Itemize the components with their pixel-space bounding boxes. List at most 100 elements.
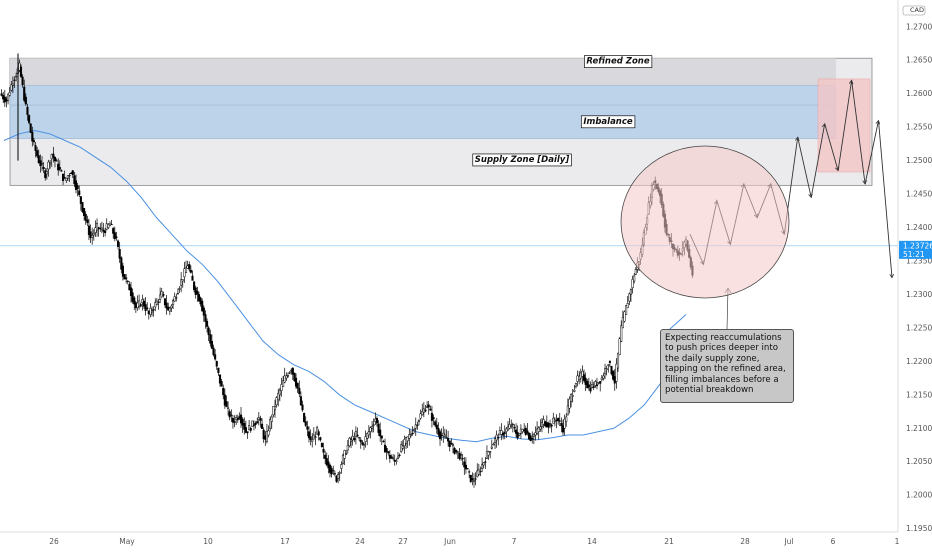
candle-body [354, 431, 357, 437]
candle-body [62, 173, 65, 181]
projection-arrowhead [821, 122, 827, 128]
candle-body [492, 443, 495, 446]
last-price-tag [899, 240, 932, 259]
candle-body [450, 443, 453, 445]
candle-body [616, 352, 620, 369]
currency-badge [902, 5, 926, 16]
annotation-box: Expecting reaccumulations to push prices… [660, 329, 794, 403]
candle-body [466, 468, 469, 470]
zone-label-box [580, 115, 636, 129]
zone-label: Refined Zone [586, 57, 649, 67]
candle-body [275, 397, 278, 406]
candle-body [52, 153, 55, 158]
reaccumulation-circle [620, 145, 790, 299]
candle-body [385, 448, 388, 453]
candle-body [571, 395, 574, 397]
candle-body [468, 471, 471, 473]
candle-body [458, 453, 461, 459]
candle-body [291, 367, 294, 375]
y-tick-label: 1.25500 [906, 123, 932, 132]
candle-body [604, 368, 607, 375]
candle-body [482, 462, 485, 466]
candle-body [563, 418, 566, 429]
y-tick-label: 1.26500 [906, 56, 932, 65]
candle-body [47, 161, 50, 170]
candle-body [45, 171, 48, 175]
candle-body [110, 223, 113, 226]
candle-body [398, 454, 401, 456]
y-axis-panel [898, 0, 932, 550]
candle-body [89, 231, 92, 238]
projection-arrowhead [889, 273, 894, 279]
candle-body [246, 431, 249, 434]
candle-body [163, 298, 167, 306]
candle-body [417, 419, 421, 422]
candle-body [633, 275, 636, 282]
candle-body [306, 426, 309, 430]
candle-body [147, 310, 150, 315]
candle-body [68, 175, 71, 177]
candle-body [524, 428, 527, 435]
candle-body [186, 265, 189, 269]
candle-body [0, 93, 3, 96]
candle-body [526, 430, 529, 434]
candle-body [282, 380, 285, 387]
y-tick-label: 1.22500 [906, 323, 932, 332]
candle-body [309, 436, 312, 440]
candle-body [31, 131, 34, 142]
candle-body [314, 436, 317, 438]
candle-body [74, 180, 78, 190]
candle-body [104, 230, 107, 234]
candle-body [516, 432, 519, 439]
candle-body [395, 460, 398, 462]
candle-body [337, 474, 340, 479]
candle-body [362, 444, 366, 446]
y-tick-label: 1.24000 [906, 223, 932, 232]
candle-body [34, 145, 37, 151]
candle-body [479, 471, 482, 473]
candle-body [547, 423, 550, 428]
candle-body [218, 374, 222, 384]
y-tick-label: 1.21500 [906, 390, 932, 399]
candle-body [594, 381, 597, 386]
candle-body [285, 375, 288, 379]
candle-body [534, 432, 537, 436]
candle-body [419, 413, 422, 419]
candle-body [184, 267, 188, 273]
candle-body [265, 430, 268, 442]
candle-body [159, 294, 162, 300]
candle-body [469, 474, 472, 482]
candle-body [481, 464, 484, 469]
candle-body [602, 375, 605, 379]
candle-body [78, 190, 81, 196]
candle-body [131, 292, 134, 302]
candle-body [388, 454, 391, 459]
candle-body [102, 229, 105, 232]
candle-body [332, 469, 335, 472]
candle-body [325, 458, 328, 466]
candle-body [183, 268, 186, 278]
candle-body [371, 426, 374, 429]
candle-body [168, 307, 171, 312]
candle-body [558, 420, 561, 422]
candle-body [366, 433, 369, 439]
candle-body [269, 418, 272, 429]
candle-body [290, 370, 293, 372]
candle-body [375, 417, 378, 424]
candle-body [6, 93, 10, 101]
candle-body [262, 429, 265, 440]
candle-body [15, 75, 18, 78]
candle-body [280, 384, 283, 391]
candle-body [451, 444, 455, 447]
candle-body [11, 83, 14, 86]
candle-body [283, 375, 286, 383]
candle-body [223, 394, 226, 406]
candle-body [180, 279, 183, 286]
candle-body [584, 377, 587, 385]
candle-body [453, 448, 456, 454]
candle-body [447, 438, 450, 442]
candle-body [3, 96, 6, 103]
candle-body [303, 412, 306, 422]
